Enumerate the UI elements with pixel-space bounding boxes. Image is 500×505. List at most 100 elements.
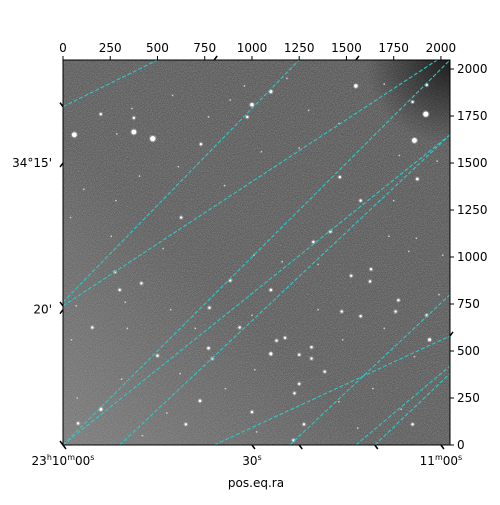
star	[156, 354, 159, 357]
star	[340, 310, 343, 313]
frame-tick	[59, 440, 64, 446]
faint-star	[388, 235, 390, 238]
star	[397, 299, 400, 302]
star	[150, 135, 156, 142]
star	[71, 132, 77, 138]
right-tick-label: 750	[457, 297, 480, 311]
top-tick-label: 1500	[331, 41, 362, 55]
frame-tick	[59, 102, 64, 108]
frame-tick	[449, 331, 454, 337]
faint-star	[69, 216, 72, 219]
top-pixel-axis: 0 250 500 750 1000 1250 1500 1750 2000	[59, 41, 456, 60]
top-tick-label: 750	[193, 41, 216, 55]
ra-tick	[440, 444, 445, 450]
star	[275, 339, 278, 342]
top-tick-label: 0	[59, 41, 67, 55]
star	[238, 326, 241, 329]
star	[412, 138, 417, 143]
top-tick-label: 1750	[378, 41, 409, 55]
grid-line	[355, 365, 450, 445]
top-tick-label: 250	[99, 41, 122, 55]
frame-tick	[213, 55, 218, 61]
top-tick-label: 2000	[426, 41, 457, 55]
star	[359, 315, 362, 318]
star	[310, 357, 313, 360]
ra-tick-label: 30s	[242, 453, 261, 468]
bottom-ra-axis: 23h10m00s 30s 11m00s	[32, 55, 463, 468]
star	[369, 268, 373, 271]
grid-line	[289, 294, 450, 445]
faint-star	[75, 304, 78, 307]
grid-line	[63, 60, 300, 303]
plot-frame	[62, 59, 451, 446]
faint-star	[76, 397, 79, 399]
star	[131, 129, 137, 135]
star	[415, 177, 419, 181]
star	[198, 399, 202, 403]
star	[207, 346, 210, 350]
star	[298, 382, 301, 386]
star	[302, 423, 306, 426]
faint-star	[341, 338, 344, 341]
star	[411, 100, 414, 104]
star	[250, 102, 254, 107]
star	[184, 423, 188, 426]
faint-star	[317, 308, 320, 311]
right-tick-label: 500	[457, 344, 480, 358]
star	[359, 199, 362, 202]
right-tick-label: 1750	[457, 109, 488, 123]
faint-star	[383, 327, 386, 330]
faint-star	[281, 260, 284, 263]
faint-star	[253, 368, 256, 371]
right-tick-label: 250	[457, 391, 480, 405]
faint-star	[407, 250, 410, 253]
star	[323, 370, 326, 373]
frame-tick	[355, 55, 360, 61]
faint-star	[115, 199, 117, 202]
faint-star	[251, 314, 253, 317]
star	[283, 336, 287, 340]
faint-star	[141, 434, 144, 437]
star	[293, 392, 296, 395]
star	[349, 274, 353, 278]
star	[269, 352, 273, 356]
faint-star	[169, 308, 172, 311]
star	[208, 306, 211, 309]
faint-star	[224, 387, 227, 390]
star	[354, 84, 358, 88]
star	[329, 230, 332, 233]
faint-star	[207, 116, 210, 118]
faint-star	[115, 132, 118, 135]
faint-star	[166, 412, 168, 414]
faint-star	[138, 175, 141, 178]
x-axis-label: pos.eq.ra	[228, 476, 284, 490]
faint-star	[252, 254, 255, 257]
faint-star	[82, 188, 85, 191]
top-tick-label: 500	[146, 41, 169, 55]
right-tick-label: 1500	[457, 156, 488, 170]
top-tick-label: 1000	[237, 41, 268, 55]
star	[140, 282, 143, 285]
faint-star	[317, 263, 320, 266]
ra-tick	[62, 444, 67, 450]
star	[310, 346, 313, 349]
frame-tick	[374, 444, 379, 450]
faint-star	[110, 235, 113, 238]
faint-star	[413, 355, 416, 358]
right-tick-label: 0	[457, 438, 465, 452]
grid-line	[63, 60, 450, 445]
star	[368, 280, 372, 283]
star	[411, 423, 414, 426]
star	[269, 90, 273, 94]
left-dec-axis: 34°15' 20'	[12, 102, 454, 446]
star	[179, 216, 183, 219]
ra-tick-label: 11m00s	[420, 453, 463, 468]
star	[76, 422, 80, 425]
dec-tick-label: 20'	[33, 303, 52, 317]
faint-star	[398, 154, 401, 157]
faint-star	[124, 301, 127, 304]
grid-line	[63, 134, 450, 445]
top-tick-label: 1250	[284, 41, 315, 55]
faint-star	[286, 77, 288, 80]
wcs-grid	[63, 60, 450, 445]
